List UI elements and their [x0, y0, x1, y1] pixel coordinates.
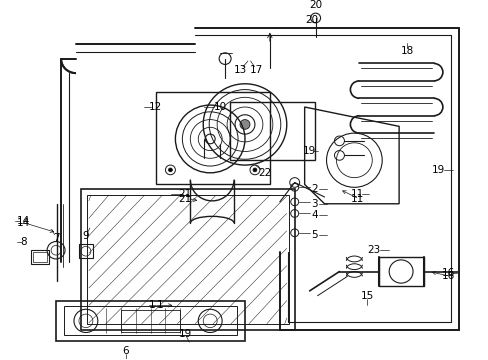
Bar — [379, 257, 423, 286]
Text: 11: 11 — [350, 194, 363, 204]
Text: 8: 8 — [20, 238, 26, 247]
Circle shape — [240, 120, 249, 129]
Bar — [33, 252, 47, 262]
Text: 20: 20 — [305, 15, 318, 25]
Circle shape — [168, 168, 172, 172]
Bar — [31, 250, 49, 264]
Text: 2: 2 — [311, 184, 317, 194]
Text: 11: 11 — [350, 189, 363, 199]
Bar — [79, 244, 93, 258]
Text: 21: 21 — [178, 194, 192, 204]
Text: 13: 13 — [233, 65, 246, 75]
Text: 18: 18 — [400, 46, 413, 56]
Text: 21: 21 — [178, 189, 192, 199]
Text: 14: 14 — [17, 216, 30, 226]
Text: 5: 5 — [311, 230, 317, 240]
Bar — [121, 310, 180, 332]
Text: 20: 20 — [308, 0, 322, 10]
Text: 1: 1 — [157, 300, 163, 310]
Text: 17: 17 — [250, 65, 263, 75]
Text: 19: 19 — [431, 165, 445, 175]
Text: 19: 19 — [178, 329, 192, 339]
Text: 4: 4 — [311, 210, 317, 220]
Text: 3: 3 — [311, 199, 317, 209]
Bar — [81, 189, 294, 330]
Text: 23: 23 — [367, 245, 380, 255]
Text: 16: 16 — [441, 269, 454, 278]
Text: 12: 12 — [148, 102, 162, 112]
Text: 14: 14 — [17, 218, 30, 228]
Text: 15: 15 — [360, 291, 373, 301]
Bar — [230, 102, 314, 160]
Bar — [87, 195, 288, 324]
Text: 10: 10 — [213, 102, 226, 112]
Bar — [64, 306, 237, 336]
Circle shape — [252, 168, 256, 172]
Text: 9: 9 — [82, 231, 89, 241]
Text: 7: 7 — [53, 233, 59, 243]
Bar — [56, 301, 244, 341]
Text: 22: 22 — [258, 168, 271, 178]
Bar — [155, 93, 269, 184]
Text: 19: 19 — [303, 145, 316, 156]
Text: 1: 1 — [149, 300, 156, 310]
Text: 6: 6 — [122, 346, 129, 356]
Text: 16: 16 — [441, 271, 454, 282]
